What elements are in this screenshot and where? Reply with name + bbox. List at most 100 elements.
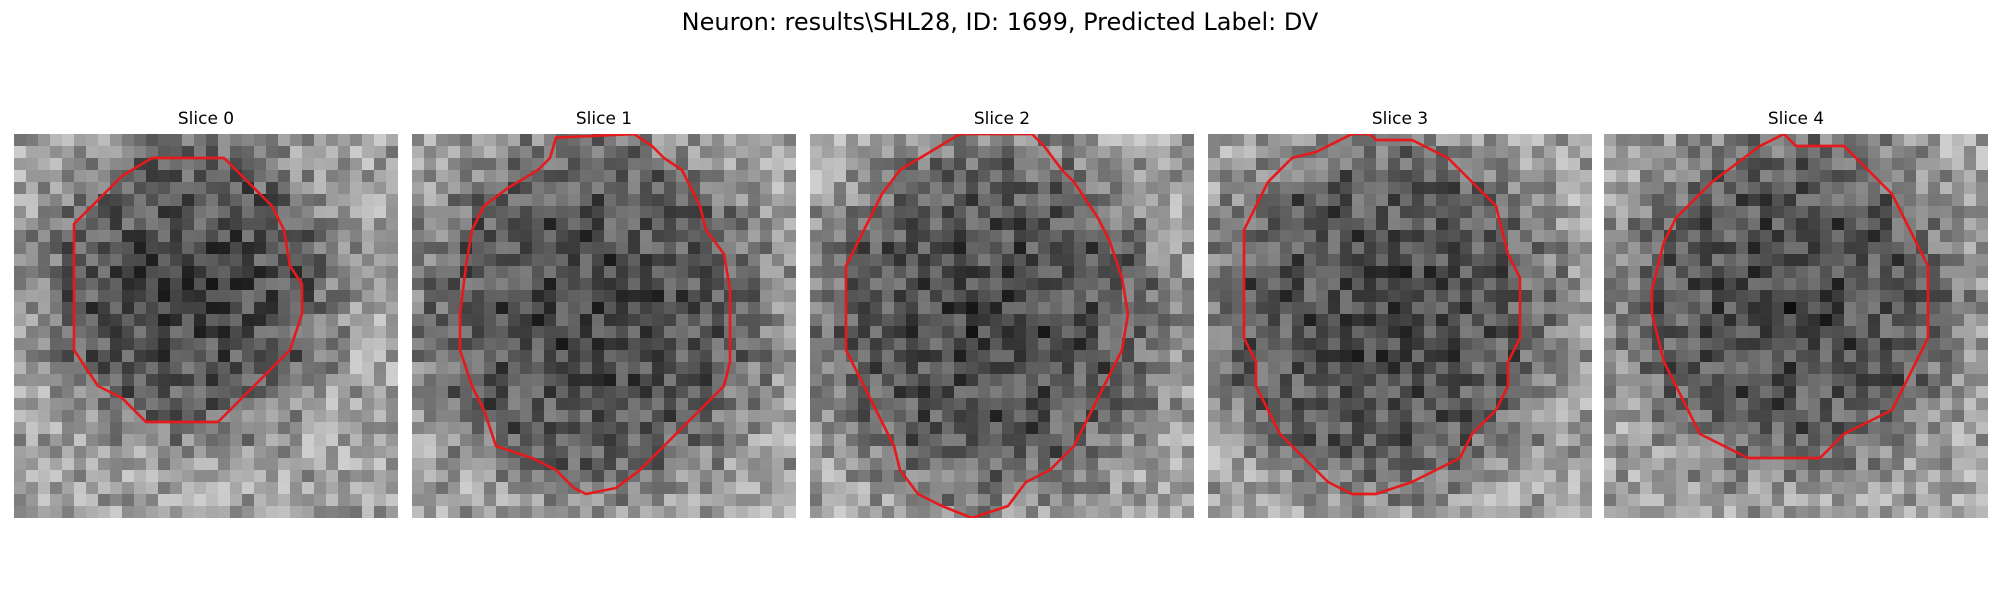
pixel (1568, 422, 1581, 435)
pixel (134, 482, 147, 495)
pixel (1604, 374, 1617, 387)
pixel (26, 182, 39, 195)
pixel (954, 350, 967, 363)
pixel (1820, 134, 1833, 147)
pixel (460, 506, 473, 518)
pixel (1364, 158, 1377, 171)
pixel (1232, 206, 1245, 219)
pixel (544, 158, 557, 171)
pixel (822, 230, 835, 243)
pixel (1964, 338, 1977, 351)
pixel (1316, 218, 1329, 231)
pixel (664, 350, 677, 363)
pixel (1676, 338, 1689, 351)
pixel (760, 350, 773, 363)
pixel (1484, 350, 1497, 363)
pixel (1856, 410, 1869, 423)
pixel (1316, 278, 1329, 291)
pixel (1772, 146, 1785, 159)
pixel (1712, 446, 1725, 459)
pixel (1508, 398, 1521, 411)
pixel (1014, 422, 1027, 435)
pixel (254, 230, 267, 243)
pixel (1688, 146, 1701, 159)
pixel (1328, 422, 1341, 435)
pixel (966, 350, 979, 363)
pixel (436, 302, 449, 315)
pixel (858, 302, 871, 315)
pixel (616, 218, 629, 231)
pixel (882, 170, 895, 183)
pixel (38, 254, 51, 267)
pixel (1062, 314, 1075, 327)
pixel (1940, 386, 1953, 399)
pixel (290, 302, 303, 315)
pixel (38, 422, 51, 435)
pixel (858, 374, 871, 387)
pixel (1892, 230, 1905, 243)
pixel (1316, 374, 1329, 387)
pixel (966, 290, 979, 303)
pixel (1844, 350, 1857, 363)
pixel (1952, 350, 1965, 363)
pixel (688, 230, 701, 243)
pixel (700, 482, 713, 495)
pixel (1412, 290, 1425, 303)
pixel (1424, 410, 1437, 423)
pixel (1170, 338, 1183, 351)
pixel (110, 218, 123, 231)
pixel (290, 506, 303, 518)
pixel (1208, 134, 1221, 147)
pixel (122, 386, 135, 399)
pixel (918, 170, 931, 183)
pixel (1074, 314, 1087, 327)
pixel (640, 386, 653, 399)
pixel (1568, 194, 1581, 207)
pixel (1412, 278, 1425, 291)
pixel (954, 254, 967, 267)
pixel (1640, 158, 1653, 171)
pixel (1808, 146, 1821, 159)
pixel (1328, 182, 1341, 195)
pixel (62, 158, 75, 171)
pixel (472, 338, 485, 351)
pixel (74, 194, 87, 207)
pixel (1580, 278, 1592, 291)
pixel (1352, 422, 1365, 435)
pixel (978, 230, 991, 243)
pixel (1220, 410, 1233, 423)
pixel (736, 218, 749, 231)
pixel (1712, 206, 1725, 219)
pixel (1880, 446, 1893, 459)
pixel (122, 410, 135, 423)
pixel (1220, 446, 1233, 459)
pixel (1856, 254, 1869, 267)
pixel (966, 362, 979, 375)
pixel (350, 470, 363, 483)
pixel (1952, 434, 1965, 447)
pixel (1712, 350, 1725, 363)
pixel (1170, 290, 1183, 303)
pixel (26, 194, 39, 207)
pixel (532, 302, 545, 315)
pixel (918, 386, 931, 399)
pixel (1556, 230, 1569, 243)
pixel (1158, 494, 1171, 507)
pixel (1182, 146, 1194, 159)
pixel (760, 458, 773, 471)
pixel (86, 494, 99, 507)
pixel (1952, 158, 1965, 171)
pixel (278, 158, 291, 171)
pixel (1532, 434, 1545, 447)
pixel (170, 206, 183, 219)
pixel (834, 314, 847, 327)
pixel (544, 278, 557, 291)
pixel (412, 446, 425, 459)
pixel (14, 326, 27, 339)
pixel (302, 386, 315, 399)
pixel (62, 194, 75, 207)
pixel (1844, 194, 1857, 207)
pixel (760, 398, 773, 411)
pixel (700, 134, 713, 147)
pixel (1796, 350, 1809, 363)
